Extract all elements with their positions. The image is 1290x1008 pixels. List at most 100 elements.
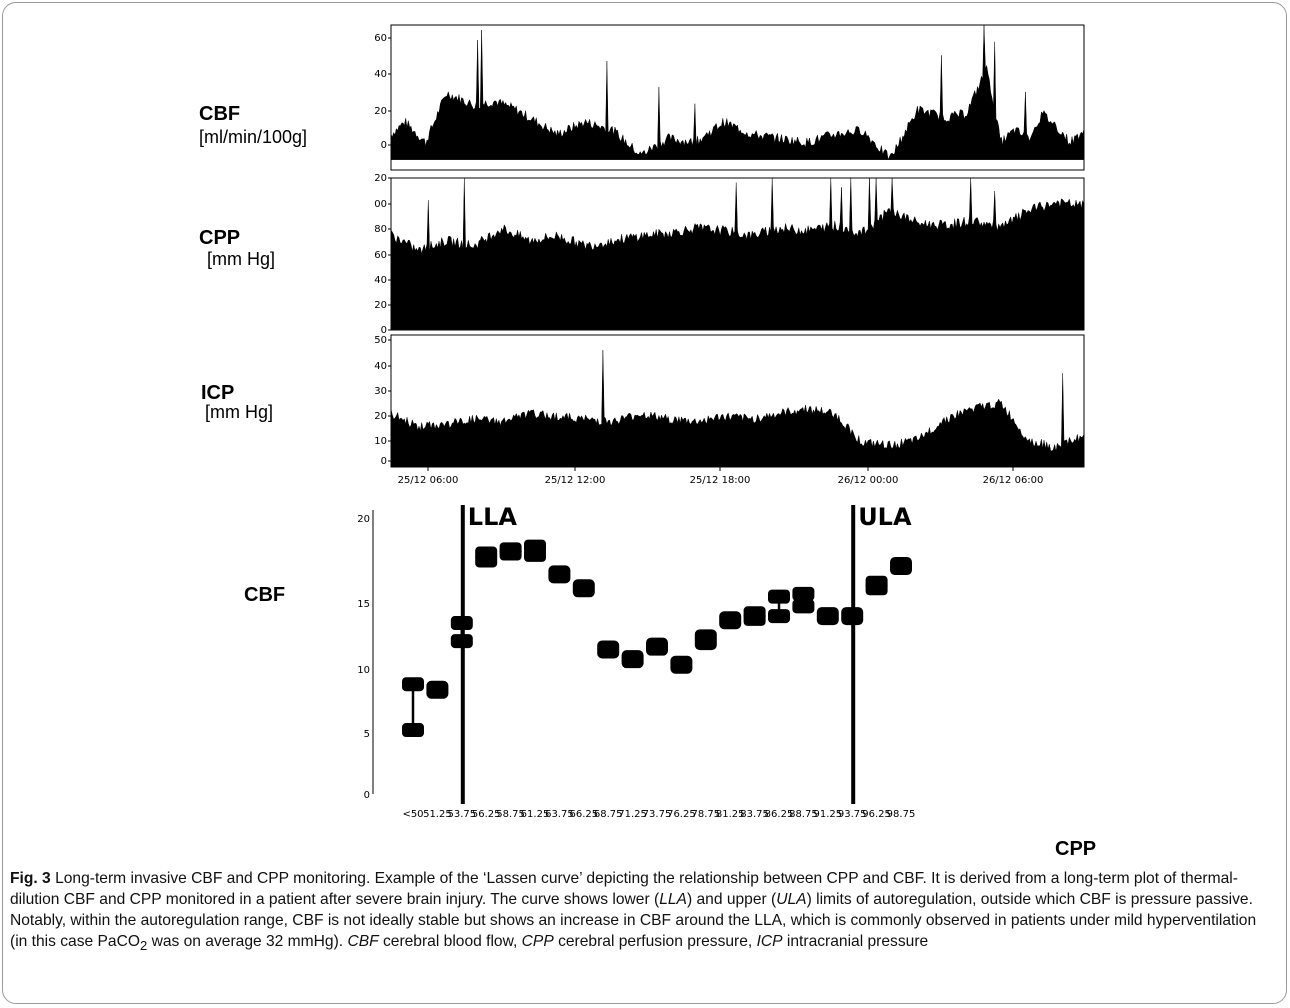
cbf-range-box: [646, 637, 668, 656]
cbf-range-box: [890, 557, 912, 576]
cbf-range-cap-high: [792, 586, 815, 601]
cpp-category-label: 51.25: [423, 809, 452, 820]
cpp-panel-unit: [mm Hg]: [207, 249, 276, 269]
cbf-ytick-label: 20: [374, 106, 387, 117]
cbf-range-cap-low: [743, 611, 766, 626]
cbf-ytick-label: 0: [381, 140, 387, 151]
cbf-panel-label: CBF: [199, 103, 241, 125]
cpp-ytick-label: 20: [374, 300, 387, 311]
caption-text-4: was on average 32 mmHg).: [147, 933, 344, 950]
figure-caption: Fig. 3 Long-term invasive CBF and CPP mo…: [10, 868, 1275, 956]
cpp-category-label: 63.75: [545, 809, 574, 820]
icp-ytick-label: 20: [374, 411, 387, 422]
cpp-ytick-label: 20: [374, 173, 387, 184]
cpp-category-label: 76.25: [667, 809, 696, 820]
ula-label: ULA: [858, 503, 912, 531]
cbf-series-area: [390, 24, 1085, 170]
cpp-category-label: 91.25: [813, 809, 842, 820]
cbf-range-cap-low: [524, 547, 546, 562]
icp-panel-unit: [mm Hg]: [205, 402, 274, 422]
cpp-category-label: 66.25: [569, 809, 598, 820]
cpp-category-label: 86.25: [765, 809, 794, 820]
lassen-ytick-label: 5: [364, 729, 370, 740]
cbf-range-box: [548, 565, 571, 584]
cpp-category-label: 61.25: [521, 809, 550, 820]
cbf-range-cap-low: [475, 553, 498, 568]
cbf-range-cap-low: [499, 546, 522, 561]
cpp-ytick-label: 80: [374, 224, 387, 235]
cpp-category-label: 56.25: [472, 809, 501, 820]
cbf-range-cap-low: [768, 609, 790, 624]
cpp-category-label: 78.75: [691, 809, 720, 820]
cpp-ytick-label: 60: [374, 250, 387, 261]
caption-text-3: ) limits of autoregulation, outside whic…: [10, 891, 1257, 950]
cpp-category-label: 58.75: [496, 809, 525, 820]
cpp-category-label: 88.75: [789, 809, 818, 820]
time-xtick-label: 26/12 06:00: [983, 475, 1044, 486]
lassen-ytick-label: 15: [357, 599, 370, 610]
cbf-range-cap-low: [865, 581, 888, 596]
caption-title: Long-term invasive CBF and CPP monitorin…: [55, 870, 371, 887]
cbf-range-box: [670, 655, 693, 674]
cpp-ytick-label: 00: [374, 199, 387, 210]
cpp-category-label: 93.75: [838, 809, 867, 820]
cbf-range-cap-low: [792, 599, 815, 614]
cpp-category-label: 71.25: [618, 809, 647, 820]
icp-series-area: [390, 350, 1085, 468]
time-xtick-label: 25/12 06:00: [398, 475, 459, 486]
caption-def-icp: intracranial pressure: [782, 933, 929, 950]
cbf-panel-unit: [ml/min/100g]: [199, 127, 308, 147]
caption-abbr-cpp: CPP: [521, 933, 554, 950]
lassen-y-label: CBF: [244, 584, 286, 606]
icp-ytick-label: 10: [374, 436, 387, 447]
cpp-panel-label: CPP: [199, 227, 241, 249]
cbf-range-box: [597, 640, 620, 659]
cbf-range-box: [621, 650, 644, 669]
cpp-ytick-label: 40: [374, 275, 387, 286]
caption-abbr-cbf: CBF: [347, 933, 379, 950]
cpp-series-area: [390, 177, 1085, 331]
caption-abbr-icp: ICP: [756, 933, 783, 950]
icp-ytick-label: 40: [374, 361, 387, 372]
cbf-range-box: [816, 607, 839, 626]
cpp-category-label: 53.75: [447, 809, 476, 820]
cpp-category-label: 73.75: [643, 809, 672, 820]
caption-ula: ULA: [776, 891, 807, 908]
cpp-ytick-label: 0: [381, 325, 387, 336]
cpp-category-label: 81.25: [716, 809, 745, 820]
time-xtick-label: 26/12 00:00: [838, 475, 899, 486]
cpp-category-label: 68.75: [594, 809, 623, 820]
lassen-ytick-label: 0: [364, 790, 370, 801]
cpp-category-label: 96.25: [862, 809, 891, 820]
icp-ytick-label: 50: [374, 335, 387, 346]
cbf-panel-frame: [390, 24, 1085, 171]
cbf-range-cap-high: [402, 677, 424, 692]
cpp-category-label: <50: [402, 809, 423, 820]
lassen-ytick-label: 20: [357, 514, 370, 525]
cbf-ytick-label: 60: [374, 33, 387, 44]
cbf-range-box: [572, 579, 595, 598]
lassen-x-label: CPP: [1055, 838, 1097, 860]
cbf-range-cap-low: [402, 723, 424, 738]
caption-text-1: Example of the ‘Lassen curve’ depicting …: [10, 870, 1238, 908]
cpp-category-label: 98.75: [887, 809, 916, 820]
cbf-range-cap-high: [768, 589, 790, 604]
cpp-category-label: 83.75: [740, 809, 769, 820]
lla-label: LLA: [468, 503, 518, 531]
caption-lla: LLA: [659, 891, 687, 908]
cbf-range-box: [426, 680, 449, 699]
icp-panel-label: ICP: [201, 382, 235, 404]
icp-ytick-label: 30: [374, 386, 387, 397]
caption-text-2: ) and upper (: [686, 891, 777, 908]
icp-ytick-label: 0: [381, 456, 387, 467]
cbf-range-box: [719, 611, 742, 630]
time-xtick-label: 25/12 12:00: [545, 475, 606, 486]
cbf-range-box: [694, 629, 717, 651]
lassen-ytick-label: 10: [357, 665, 370, 676]
caption-def-cpp: cerebral perfusion pressure,: [553, 933, 757, 950]
caption-subscript: 2: [140, 938, 148, 954]
caption-def-cbf: cerebral blood flow,: [378, 933, 522, 950]
cbf-ytick-label: 40: [374, 69, 387, 80]
